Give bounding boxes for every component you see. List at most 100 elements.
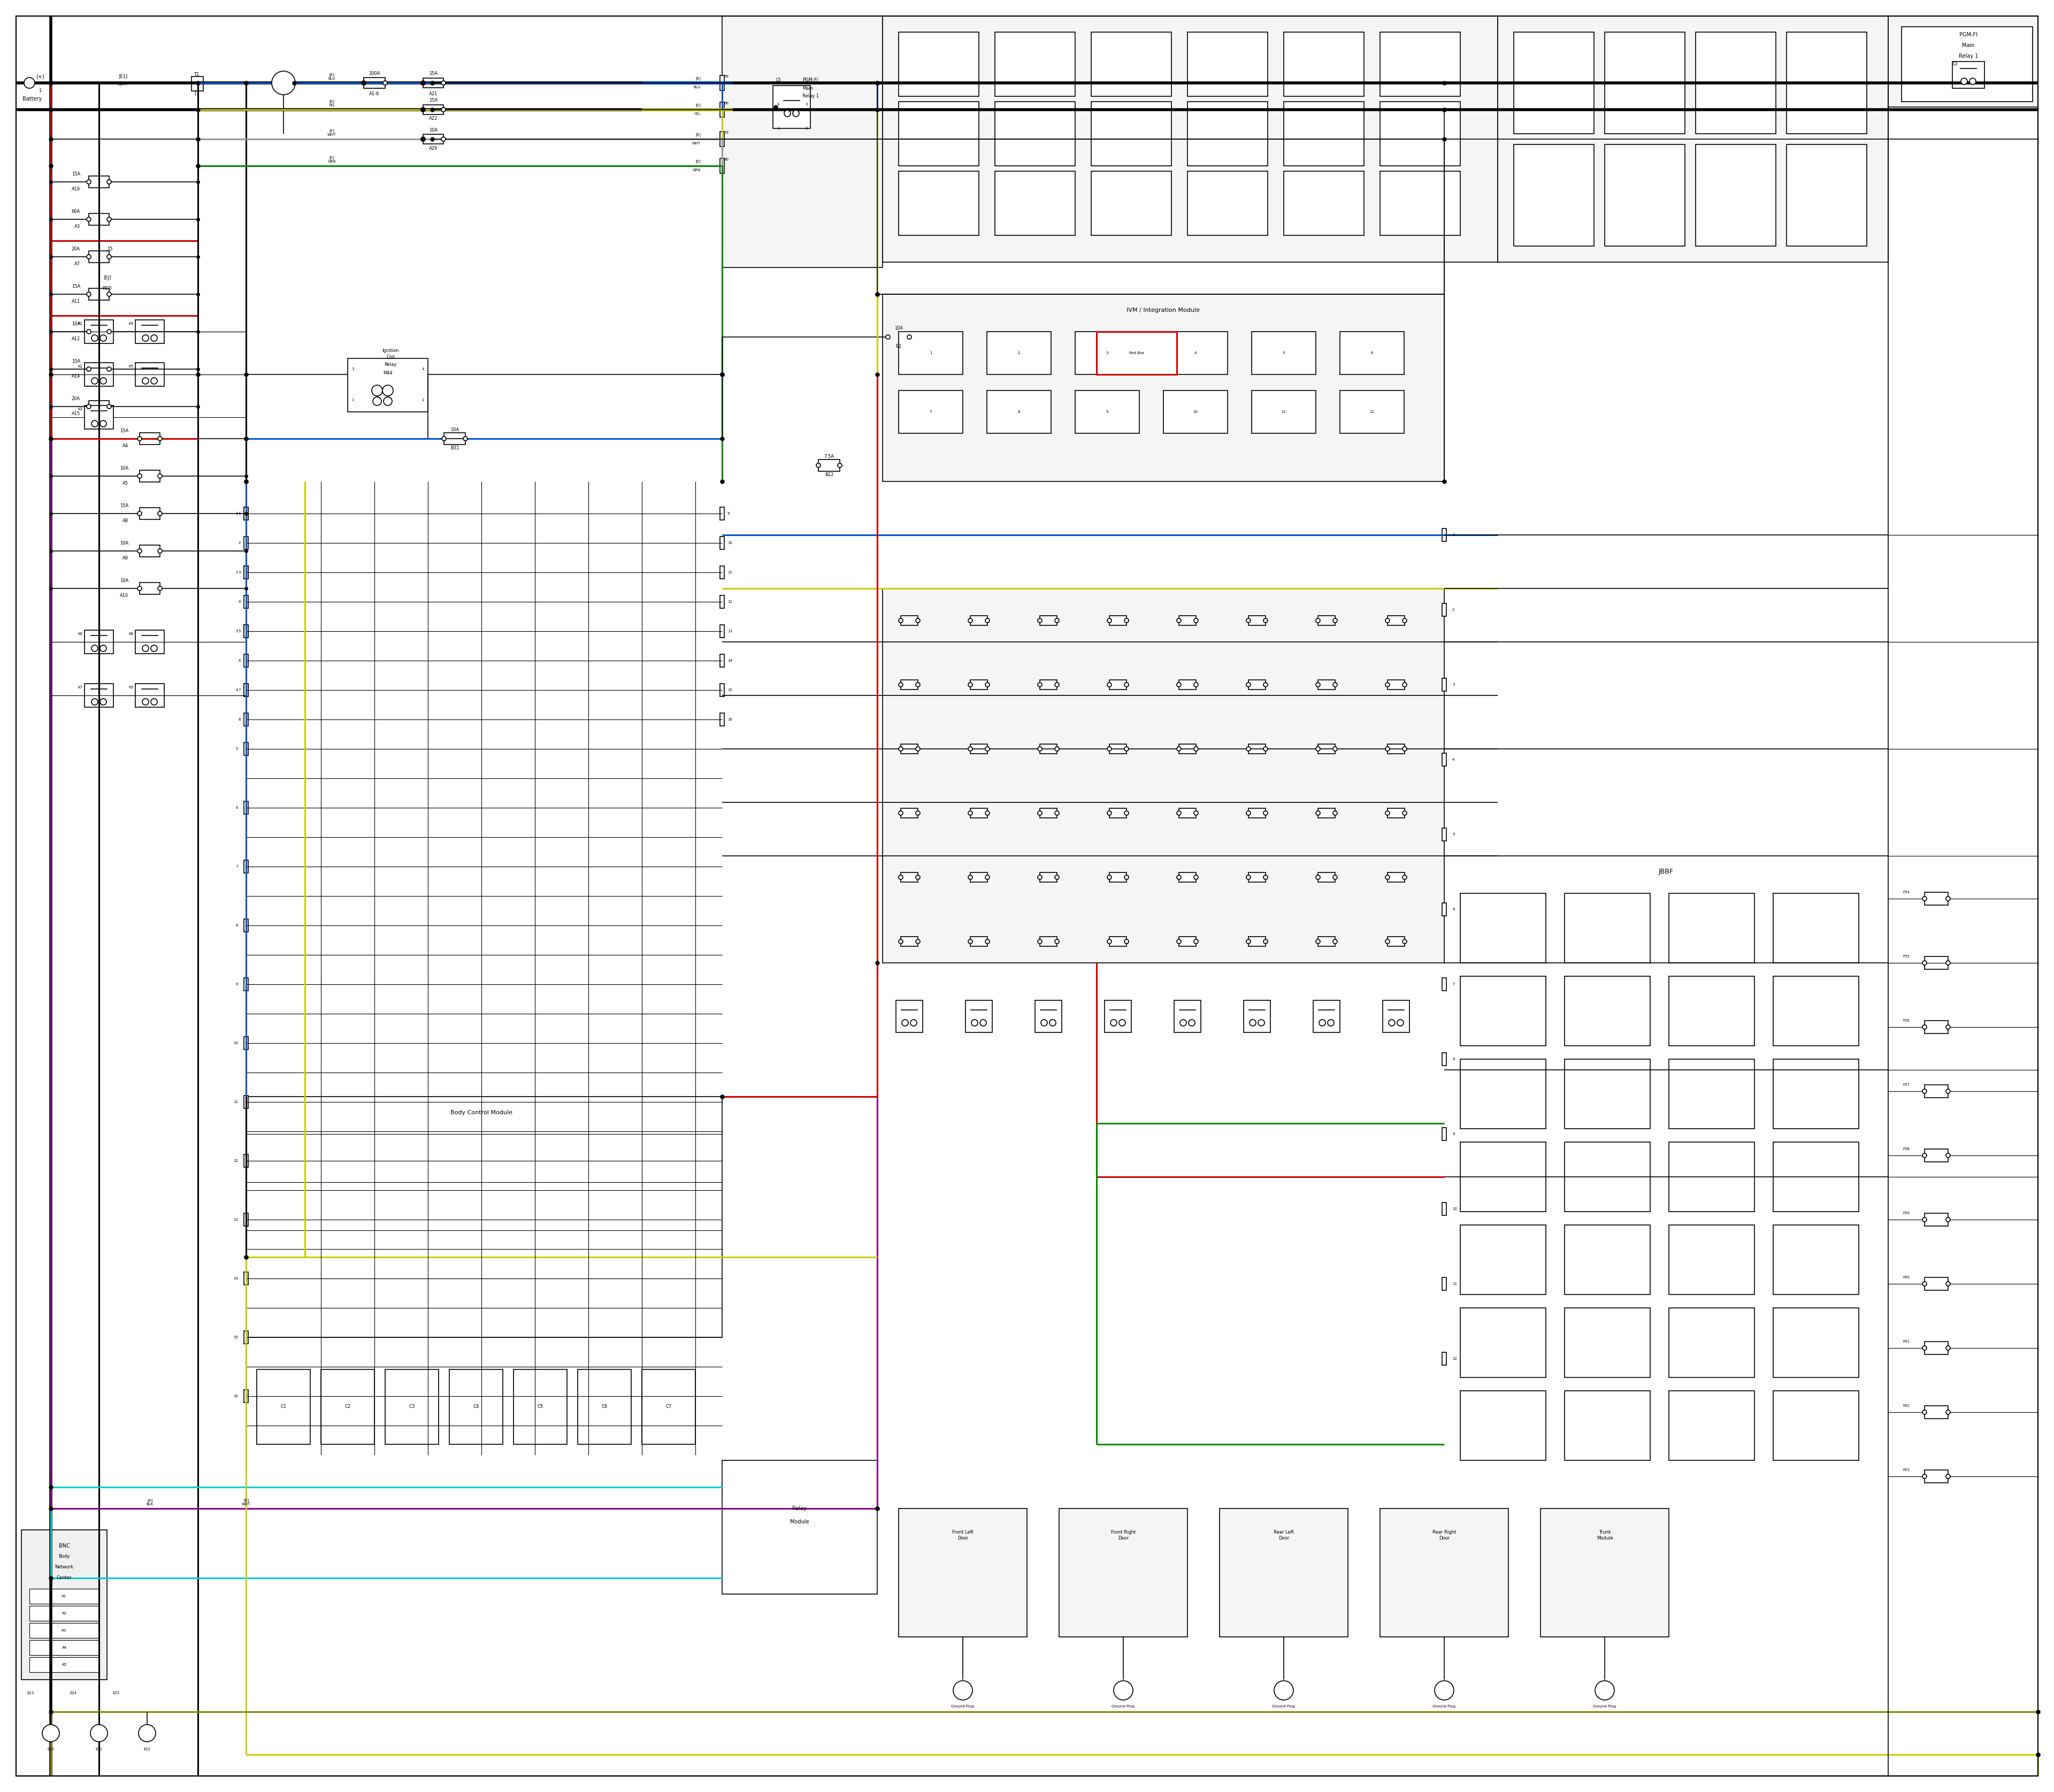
Text: 1: 1: [238, 513, 240, 514]
Circle shape: [1124, 683, 1128, 686]
Text: L5: L5: [776, 77, 781, 82]
Bar: [1243, 1000, 1269, 1032]
Bar: [244, 566, 249, 579]
Circle shape: [1403, 939, 1407, 944]
Circle shape: [1247, 874, 1251, 880]
Bar: [577, 1369, 631, 1444]
Bar: [1442, 1278, 1446, 1290]
Text: 3: 3: [236, 629, 238, 633]
Circle shape: [916, 618, 920, 622]
Circle shape: [785, 109, 791, 116]
Text: 20A: 20A: [72, 247, 80, 251]
Circle shape: [150, 645, 158, 652]
Bar: [641, 1369, 696, 1444]
Bar: [1442, 1202, 1446, 1215]
Text: JBBF: JBBF: [1660, 869, 1674, 876]
Bar: [244, 978, 249, 991]
Circle shape: [158, 548, 162, 554]
Circle shape: [838, 464, 842, 468]
Bar: [1442, 828, 1446, 840]
Circle shape: [1384, 874, 1391, 880]
Text: Center: Center: [58, 1575, 72, 1581]
Text: C1: C1: [281, 1405, 286, 1409]
Text: E21: E21: [94, 1747, 103, 1751]
Text: 3: 3: [805, 102, 807, 106]
Bar: [994, 172, 1074, 235]
Bar: [244, 1095, 249, 1109]
Bar: [1389, 744, 1405, 754]
Bar: [1319, 937, 1335, 946]
Text: Rear Right
Door: Rear Right Door: [1432, 1530, 1456, 1541]
Text: 66: 66: [723, 102, 729, 106]
Circle shape: [1923, 1090, 1927, 1093]
Text: A15: A15: [72, 412, 80, 416]
Circle shape: [1177, 618, 1181, 622]
Circle shape: [1384, 812, 1391, 815]
Text: A12: A12: [72, 337, 80, 342]
Bar: [1460, 1059, 1547, 1129]
Bar: [1668, 977, 1754, 1047]
Bar: [1091, 172, 1171, 235]
Circle shape: [1327, 1020, 1333, 1027]
Bar: [1039, 808, 1058, 817]
Bar: [1060, 1509, 1187, 1636]
Text: F61: F61: [1902, 1340, 1910, 1344]
Text: 2: 2: [805, 127, 807, 131]
Bar: [1697, 32, 1777, 134]
Bar: [244, 654, 249, 667]
Bar: [1249, 616, 1265, 625]
Circle shape: [92, 645, 99, 652]
Circle shape: [1384, 618, 1391, 622]
Circle shape: [1263, 747, 1267, 751]
Bar: [1442, 1127, 1446, 1140]
Circle shape: [1257, 1020, 1265, 1027]
Circle shape: [1247, 939, 1251, 944]
Text: A5: A5: [62, 1663, 66, 1667]
Bar: [1179, 679, 1195, 690]
Circle shape: [1333, 747, 1337, 751]
Bar: [1902, 27, 2033, 102]
Text: 9: 9: [727, 513, 729, 514]
Bar: [1460, 1226, 1547, 1294]
Bar: [721, 654, 725, 667]
Circle shape: [421, 108, 425, 111]
Bar: [1319, 616, 1335, 625]
Text: Battery: Battery: [23, 97, 41, 102]
Bar: [29, 1606, 99, 1620]
Text: C4: C4: [472, 1405, 479, 1409]
Text: 1: 1: [776, 127, 778, 131]
Circle shape: [967, 874, 972, 880]
Circle shape: [86, 292, 90, 296]
Bar: [1380, 102, 1460, 167]
Bar: [244, 1331, 249, 1344]
Text: 2: 2: [238, 541, 240, 545]
Circle shape: [900, 683, 904, 686]
Bar: [1773, 1142, 1859, 1211]
Bar: [1389, 679, 1405, 690]
Circle shape: [967, 618, 972, 622]
Text: Relay: Relay: [793, 1505, 807, 1511]
Text: 3: 3: [351, 367, 353, 371]
Text: Body Control Module: Body Control Module: [450, 1109, 511, 1115]
Text: 10A: 10A: [119, 541, 127, 547]
Text: F57: F57: [1902, 1082, 1910, 1086]
Text: E22: E22: [144, 1747, 150, 1751]
Circle shape: [1107, 812, 1111, 815]
Circle shape: [967, 683, 972, 686]
Circle shape: [101, 378, 107, 383]
Bar: [1565, 1059, 1649, 1129]
Circle shape: [150, 335, 158, 340]
Text: 9: 9: [1105, 410, 1109, 414]
Circle shape: [86, 367, 90, 371]
Circle shape: [1923, 1410, 1927, 1414]
Bar: [1668, 1391, 1754, 1460]
Bar: [1039, 937, 1058, 946]
Text: A21: A21: [429, 91, 438, 97]
Bar: [772, 86, 811, 129]
Text: 4: 4: [1193, 351, 1197, 355]
Text: 1: 1: [930, 351, 933, 355]
Circle shape: [1333, 939, 1337, 944]
Text: 15: 15: [107, 246, 113, 251]
Bar: [1074, 391, 1140, 434]
Text: 59: 59: [723, 75, 729, 79]
